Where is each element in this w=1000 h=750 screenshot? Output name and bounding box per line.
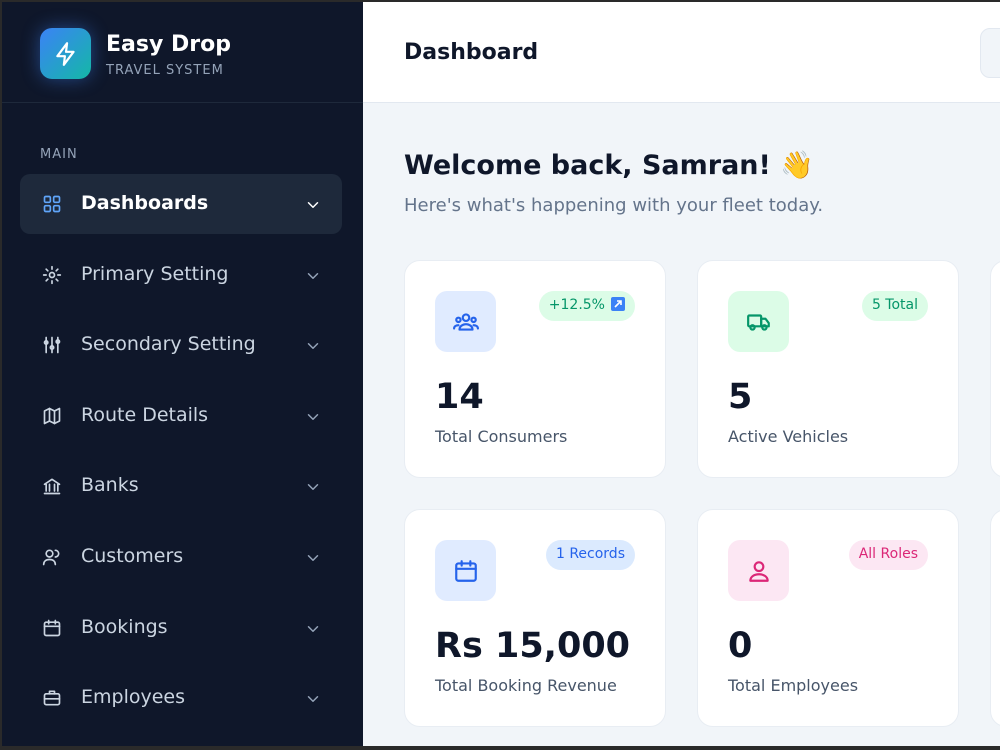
nav-icon [42, 547, 62, 572]
nav-icon [42, 476, 62, 501]
nav-label: Primary Setting [81, 262, 229, 285]
brand: Easy Drop TRAVEL SYSTEM [2, 2, 363, 103]
nav-label: Dashboards [81, 192, 209, 214]
nav-item[interactable]: Secondary Setting [20, 315, 342, 375]
card-icon [728, 291, 789, 352]
nav-item[interactable]: Banks [20, 456, 342, 516]
welcome-title: Welcome back, Samran! 👋 [404, 150, 814, 181]
card-label: Active Vehicles [728, 427, 849, 446]
nav-item[interactable]: Dashboards [20, 174, 342, 234]
chevron [304, 478, 322, 501]
nav-icon [42, 688, 62, 713]
brand-subtitle: TRAVEL SYSTEM [106, 63, 224, 78]
welcome-subtitle: Here's what's happening with your fleet … [404, 195, 824, 216]
nav-item[interactable]: Employees [20, 668, 342, 728]
card-badge: 1 Records [545, 540, 635, 570]
header: Dashboard [363, 2, 1000, 103]
card-label: Total Consumers [435, 427, 568, 446]
section-label: MAIN [40, 147, 78, 162]
chevron [304, 267, 322, 290]
card-badge: 5 Total [861, 291, 928, 321]
card-label: Total Booking Revenue [435, 676, 617, 695]
chevron [304, 408, 322, 431]
card-icon [435, 291, 496, 352]
card-icon [728, 540, 789, 601]
badge-text: 5 Total [871, 297, 918, 313]
header-button[interactable] [980, 28, 1000, 78]
sidebar: Easy Drop TRAVEL SYSTEM MAIN Dashboards P… [2, 2, 363, 746]
nav-label: Customers [81, 545, 184, 567]
page-title: Dashboard [404, 40, 539, 65]
nav-icon [42, 194, 62, 219]
nav-icon [42, 618, 62, 643]
nav-label: Secondary Setting [81, 333, 256, 356]
nav-label: Bookings [81, 615, 168, 638]
brand-name: Easy Drop [106, 32, 231, 57]
chevron [304, 337, 322, 360]
stat-card: All Roles 0 Total Employees [697, 509, 959, 727]
nav-item[interactable]: Route Details [20, 386, 342, 446]
nav-icon [42, 406, 62, 431]
logo [40, 28, 91, 79]
card-value: 0 [728, 626, 753, 666]
card-badge: All Roles [848, 540, 928, 570]
chevron [304, 690, 322, 713]
nav-item[interactable]: Bookings [20, 598, 342, 658]
badge-arrow [611, 297, 625, 315]
nav-label: Banks [81, 474, 139, 497]
nav-icon [42, 265, 62, 290]
badge-text: 1 Records [555, 546, 625, 562]
card-icon [435, 540, 496, 601]
nav-label: Route Details [81, 403, 209, 426]
stat-card: 1 Records Rs 15,000 Total Booking Revenue [404, 509, 666, 727]
card-value: Rs 15,000 [435, 626, 631, 666]
card-partial [990, 260, 1000, 478]
nav-label: Employees [81, 686, 185, 709]
badge-text: +12.5% [548, 297, 605, 313]
nav-item[interactable]: Customers [20, 527, 342, 587]
card-label: Total Employees [728, 676, 859, 695]
card-badge: +12.5% [538, 291, 635, 321]
chevron [304, 549, 322, 572]
stat-card: 5 Total 5 Active Vehicles [697, 260, 959, 478]
stat-card: +12.5% 14 Total Consumers [404, 260, 666, 478]
chevron [304, 620, 322, 643]
card-partial [990, 509, 1000, 727]
nav-icon [42, 335, 62, 360]
chevron [304, 196, 322, 219]
badge-text: All Roles [858, 546, 918, 562]
card-value: 14 [435, 377, 484, 417]
nav-item[interactable]: Primary Setting [20, 245, 342, 305]
card-value: 5 [728, 377, 753, 417]
